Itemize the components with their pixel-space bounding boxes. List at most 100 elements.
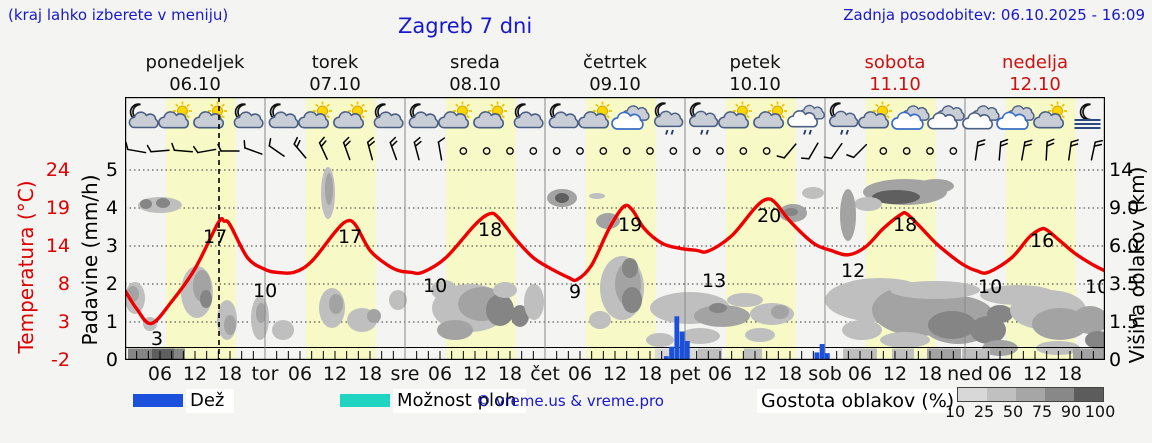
wind-barb-icon — [800, 142, 819, 160]
cloud-blob — [329, 294, 343, 314]
scale-segment — [1045, 388, 1074, 401]
x-tick: 18 — [917, 363, 943, 385]
x-tick: 06 — [847, 363, 873, 385]
weather-icon-moon-cloud-drizzle — [689, 102, 719, 135]
cloud-tick: 1.5 — [1109, 311, 1140, 333]
cloud-blob — [646, 333, 674, 347]
wind-calm-icon — [692, 147, 701, 155]
weather-icon-sun-cloud — [1033, 101, 1067, 129]
cloud-blob — [524, 284, 544, 320]
wind-calm-icon — [576, 147, 584, 155]
weather-icon-sun-cloud — [193, 101, 227, 129]
low-cloud-segment — [744, 348, 762, 360]
showers-legend-label: Možnost ploh — [393, 389, 527, 413]
rain-bar — [684, 341, 690, 360]
wind-barb-icon — [366, 136, 375, 161]
temp-value-label: 19 — [618, 214, 642, 236]
rain-bar — [814, 352, 820, 360]
wind-calm-icon — [762, 147, 771, 155]
scale-label: 25 — [973, 402, 995, 421]
cloud-blob — [140, 199, 152, 209]
x-tick: pet — [669, 363, 701, 385]
cloud-blob — [872, 190, 920, 204]
weather-icon-moon-cloud — [408, 103, 439, 129]
low-cloud-segment — [698, 348, 722, 360]
temp-tick: 3 — [57, 311, 70, 333]
wind-calm-icon — [529, 147, 538, 155]
drizzle-icon — [665, 129, 674, 135]
wind-barb-icon — [389, 136, 398, 161]
cloud-tick: 3.5 — [1109, 273, 1140, 295]
weather-icon-moon-cloud — [268, 103, 299, 129]
cloud-blob — [709, 303, 727, 313]
rain-bar — [674, 316, 680, 360]
rain-bar — [663, 356, 669, 360]
cloud-blob — [840, 189, 856, 241]
scale-segment — [1016, 388, 1045, 401]
weather-icon-moon-cloud-drizzle — [654, 102, 684, 135]
cloud-blob — [771, 305, 789, 319]
wind-calm-icon — [716, 147, 724, 155]
cloud-blob — [890, 281, 980, 299]
meteogram-plot: 3 17 10 17 10 18 9 19 13 20 12 18 10 16 10 — [125, 97, 1105, 360]
cloud-blob — [1085, 331, 1105, 349]
wind-barb-icon — [846, 143, 868, 159]
cloud-blob — [272, 320, 294, 340]
low-cloud-segment — [1073, 348, 1105, 360]
x-tick: 06 — [427, 363, 453, 385]
drizzle-icon — [803, 129, 812, 135]
weather-icon-sun-cloud — [753, 101, 787, 129]
wind-calm-icon — [599, 147, 608, 155]
weather-icon-moon-cloud-drizzle — [829, 102, 859, 135]
weather-icon-moon-cloud — [233, 103, 264, 129]
wind-barb-icon — [998, 138, 1009, 161]
temp-value-label: 17 — [338, 226, 362, 248]
scale-segment — [958, 388, 987, 401]
weather-icon-cloud-bright — [891, 105, 930, 130]
weather-icon-cloud — [927, 105, 965, 130]
x-tick: 06 — [987, 363, 1013, 385]
cloud-blob — [854, 197, 882, 211]
weather-icon-sun-cloud — [438, 101, 472, 129]
x-tick: sob — [808, 363, 842, 385]
weather-icon-moon-cloud — [513, 103, 544, 129]
cloud-tick: 0 — [1109, 349, 1122, 371]
x-tick: čet — [530, 363, 560, 385]
low-cloud-segment — [962, 348, 990, 360]
cloud-blob — [918, 179, 954, 193]
x-tick: 18 — [497, 363, 523, 385]
cloud-blob — [367, 309, 381, 323]
weather-icon-sun-cloud — [578, 101, 612, 129]
cloud-blob — [256, 303, 266, 323]
temp-value-label: 13 — [702, 270, 726, 292]
drizzle-icon — [840, 129, 849, 135]
weather-icon-sun-cloud — [473, 101, 507, 129]
scale-label: 50 — [1002, 402, 1024, 421]
wind-barb-icon — [1067, 139, 1079, 161]
temp-value-label: 18 — [893, 214, 917, 236]
cloud-tick: 9.0 — [1109, 197, 1140, 219]
x-tick: 18 — [777, 363, 803, 385]
precip-tick: 4 — [105, 197, 118, 219]
menu-hint: (kraj lahko izberete v meniju) — [8, 6, 229, 24]
cloud-blob — [1072, 306, 1105, 334]
credit-link[interactable]: © vreme.us & vreme.pro — [476, 392, 664, 410]
temp-value-label: 10 — [978, 276, 1002, 298]
wind-barb-icon — [413, 136, 422, 161]
scale-segment — [987, 388, 1016, 401]
rain-legend-swatch — [133, 394, 183, 407]
cloud-blob — [589, 311, 611, 329]
cloud-blob — [156, 198, 170, 208]
cloud-blob — [493, 282, 517, 298]
day-header-torek: torek 07.10 — [309, 52, 361, 95]
wind-calm-icon — [739, 147, 748, 155]
weather-icon-sun-cloud — [298, 101, 332, 129]
wind-calm-icon — [669, 147, 678, 155]
wind-barb-icon — [437, 137, 446, 161]
x-tick: 18 — [357, 363, 383, 385]
day-header-sobota: sobota 11.10 — [864, 52, 926, 95]
temp-tick: 19 — [45, 197, 70, 219]
precip-tick: 0 — [105, 349, 118, 371]
temp-axis-title: Temperatura (°C) — [14, 180, 38, 354]
weather-icon-moon-cloud — [548, 103, 579, 129]
